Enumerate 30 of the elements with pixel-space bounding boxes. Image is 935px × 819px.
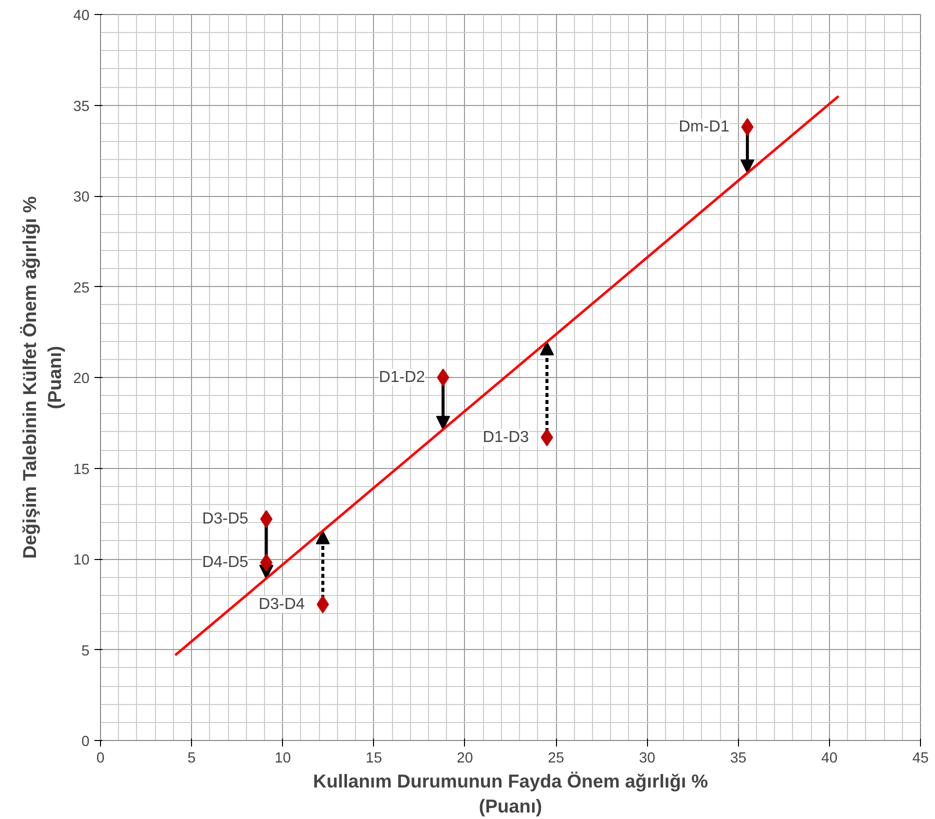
x-tick-label: 0	[96, 750, 105, 766]
y-tick-label: 20	[73, 371, 90, 387]
annotation: D3-D5	[202, 510, 248, 528]
x-tick-label: 20	[456, 750, 474, 766]
annotation: D3-D4	[258, 596, 305, 613]
annotation: D4-D5	[202, 554, 248, 572]
y-tick-label: 35	[73, 98, 90, 115]
x-tick-label: 15	[366, 750, 382, 766]
x-tick-label: 5	[188, 750, 196, 766]
y-tick-label: 30	[73, 190, 90, 206]
x-tick-label: 40	[821, 750, 838, 766]
x-axis-title: Kullanım Durumunun Fayda Önem ağırlığı % (Puanı)	[313, 770, 708, 817]
annotation: D1-D3	[482, 428, 530, 446]
y-tick-label: 15	[73, 462, 90, 478]
x-tick-label: 35	[730, 750, 746, 766]
y-tick-label: 40	[73, 8, 90, 24]
y-tick-label: 5	[81, 643, 90, 660]
y-tick-label: 10	[73, 552, 90, 568]
y-tick-label: 0	[81, 734, 90, 750]
x-tick-label: 30	[639, 750, 656, 766]
point	[436, 368, 450, 386]
point	[741, 118, 754, 136]
annotation: Dm-D1	[678, 118, 730, 136]
annotation: D1-D2	[378, 369, 426, 386]
x-tick-label: 25	[548, 750, 564, 766]
y-axis-title: Değişim Talebinin Külfet Önem ağırlığı % (Puanı)	[19, 196, 66, 559]
y-tick-label: 25	[73, 280, 90, 296]
point	[540, 428, 554, 446]
x-tick-label: 10	[274, 750, 291, 766]
x-tick-label: 45	[912, 750, 929, 766]
